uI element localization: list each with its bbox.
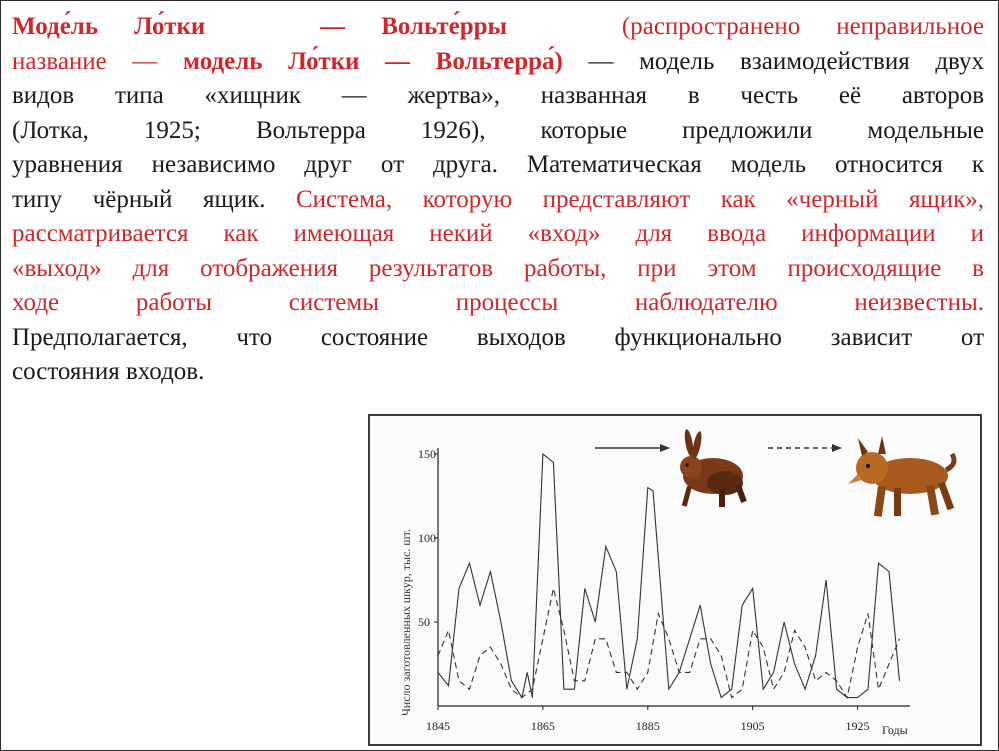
- text-line-3: видов типа «хищник — жертва», названная …: [12, 82, 984, 109]
- y-tick-label: 150: [418, 447, 436, 461]
- x-tick-label: 1905: [741, 719, 765, 733]
- text-line-7: рассматривается как имеющая некий «вход»…: [12, 220, 984, 247]
- text-line-1: Моде́ль Ло́тки — Вольте́рры (распространен…: [12, 13, 984, 40]
- chart-lines: [437, 452, 901, 700]
- x-tick-label: 1925: [846, 719, 870, 733]
- paragraph: Моде́ль Ло́тки — Вольте́рры (распространен…: [12, 10, 984, 390]
- text-line-11: состояния входов.: [12, 358, 205, 385]
- series-hare-line: [437, 452, 901, 700]
- text-line-8: «выход» для отображения результатов рабо…: [12, 254, 984, 282]
- chart-ticks: 1845 1865 1885 1905 1925 50 100 150: [418, 447, 870, 733]
- chart-axes: [437, 448, 910, 707]
- x-tick-label: 1885: [636, 719, 660, 733]
- text-line-2: название — модель Ло́тки — Вольтерра́) —…: [12, 47, 984, 75]
- y-tick-label: 50: [418, 615, 430, 629]
- series-lynx-line: [437, 588, 901, 700]
- legend-solid-arrowhead: [660, 444, 670, 452]
- population-chart: Число заготовленных шкур, тыс. шт. Годы …: [368, 414, 982, 746]
- hare-icon: [680, 429, 747, 507]
- text-line-9: ходе работы системы процессы наблюдателю…: [12, 289, 984, 316]
- x-tick-label: 1865: [531, 719, 555, 733]
- y-tick-label: 100: [418, 531, 436, 545]
- lynx-icon: [848, 436, 957, 517]
- legend-dashed-arrowhead: [832, 444, 842, 452]
- text-line-4: (Лотка, 1925; Вольтерра 1926), которые п…: [12, 116, 984, 144]
- legend-hare: [595, 429, 747, 507]
- text-line-6: типу чёрный ящик. Система, которую предс…: [12, 185, 984, 213]
- text-line-10: Предполагается, что состояние выходов фу…: [12, 323, 984, 351]
- y-axis-label: Число заготовленных шкур, тыс. шт.: [399, 529, 413, 716]
- legend-lynx: [768, 436, 957, 517]
- x-tick-label: 1845: [426, 719, 450, 733]
- chart-svg: Число заготовленных шкур, тыс. шт. Годы …: [399, 429, 957, 737]
- text-line-5: уравнения независимо друг от друга. Мате…: [12, 151, 984, 178]
- x-axis-unit: Годы: [882, 723, 908, 737]
